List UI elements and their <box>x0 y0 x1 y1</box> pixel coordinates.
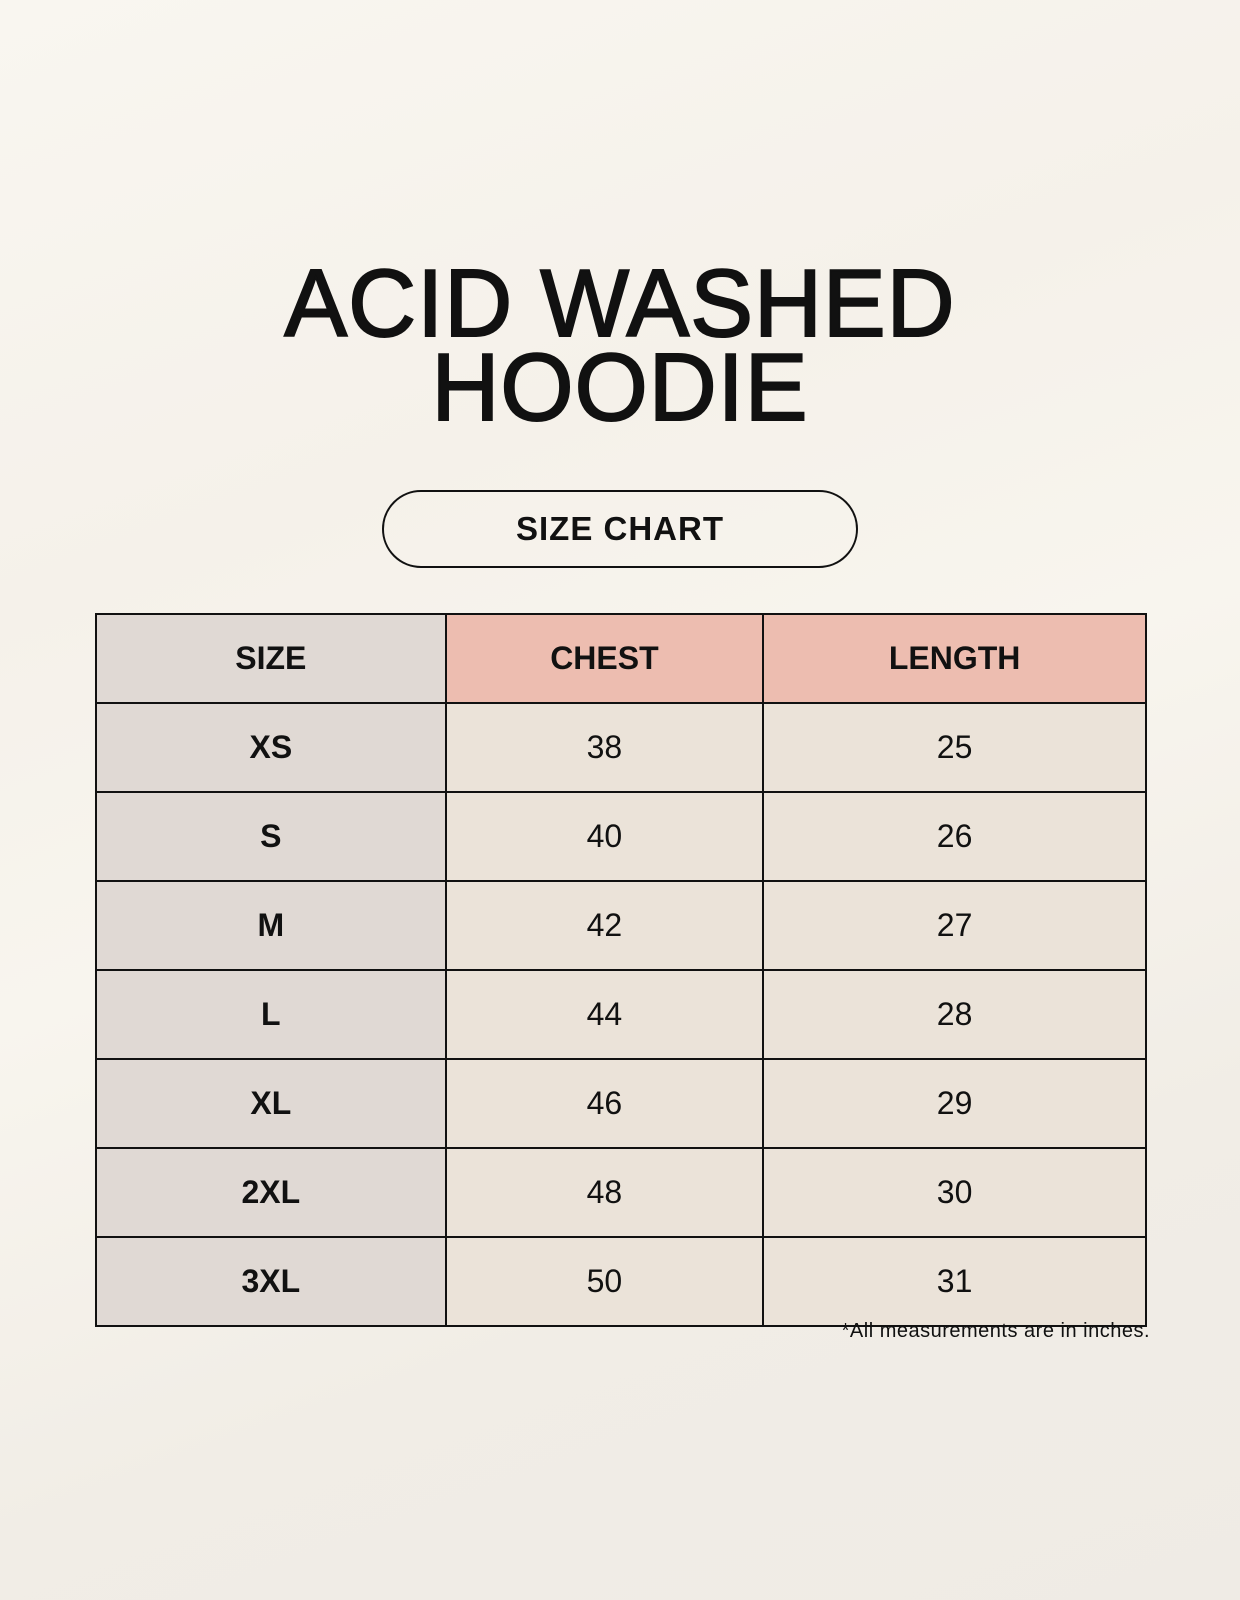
size-chart-badge: SIZE CHART <box>382 490 858 568</box>
chest-cell: 40 <box>444 791 765 882</box>
measurement-note: *All measurements are in inches. <box>841 1320 1150 1342</box>
header-length: LENGTH <box>762 613 1147 704</box>
table-header-row: SIZE CHEST LENGTH <box>95 613 1147 704</box>
chest-cell: 48 <box>444 1147 765 1238</box>
chest-cell: 38 <box>444 702 765 793</box>
table-row: XL 46 29 <box>95 1058 1147 1149</box>
size-cell: L <box>95 969 447 1060</box>
header-chest: CHEST <box>444 613 765 704</box>
table-row: 2XL 48 30 <box>95 1147 1147 1238</box>
table-row: XS 38 25 <box>95 702 1147 793</box>
size-cell: XL <box>95 1058 447 1149</box>
size-cell: XS <box>95 702 447 793</box>
size-cell: 3XL <box>95 1236 447 1327</box>
length-cell: 28 <box>762 969 1147 1060</box>
size-cell: M <box>95 880 447 971</box>
table-row: L 44 28 <box>95 969 1147 1060</box>
size-cell: 2XL <box>95 1147 447 1238</box>
chest-cell: 44 <box>444 969 765 1060</box>
table-row: M 42 27 <box>95 880 1147 971</box>
table-row: S 40 26 <box>95 791 1147 882</box>
header-size: SIZE <box>95 613 447 704</box>
title-line-2: HOODIE <box>431 334 809 441</box>
chest-cell: 46 <box>444 1058 765 1149</box>
length-cell: 30 <box>762 1147 1147 1238</box>
table-row: 3XL 50 31 <box>95 1236 1147 1327</box>
length-cell: 26 <box>762 791 1147 882</box>
length-cell: 31 <box>762 1236 1147 1327</box>
length-cell: 29 <box>762 1058 1147 1149</box>
title-line-1: ACID WASHED <box>283 250 956 357</box>
chest-cell: 42 <box>444 880 765 971</box>
size-cell: S <box>95 791 447 882</box>
length-cell: 25 <box>762 702 1147 793</box>
size-table: SIZE CHEST LENGTH XS 38 25 S 40 26 M 42 27 L 44 28 X… <box>95 613 1147 1327</box>
chest-cell: 50 <box>444 1236 765 1327</box>
length-cell: 27 <box>762 880 1147 971</box>
page-title: ACID WASHED HOODIE <box>0 250 1240 441</box>
